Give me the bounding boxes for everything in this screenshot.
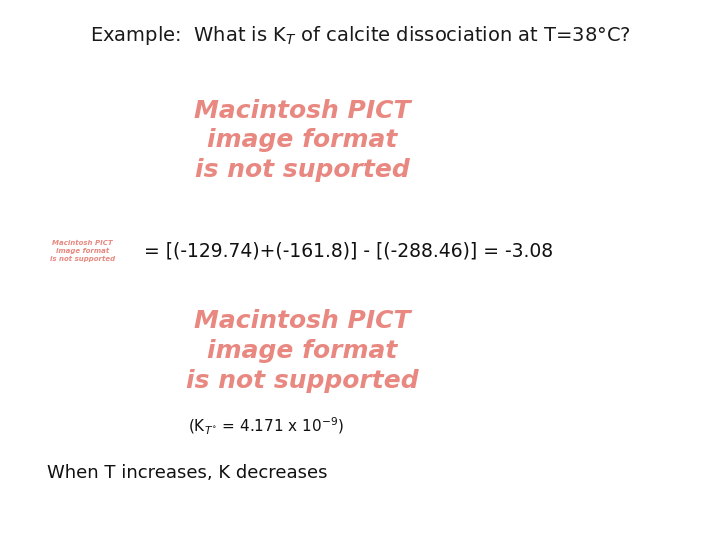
Text: Example:  What is K$_T$ of calcite dissociation at T=38°C?: Example: What is K$_T$ of calcite dissoc… [89, 24, 631, 48]
Text: When T increases, K decreases: When T increases, K decreases [47, 463, 328, 482]
Text: Macintosh PICT
image format
is not supported: Macintosh PICT image format is not suppo… [186, 309, 419, 393]
Text: = [(-129.74)+(-161.8)] - [(-288.46)] = -3.08: = [(-129.74)+(-161.8)] - [(-288.46)] = -… [144, 241, 553, 261]
Text: Macintosh PICT
image format
is not suported: Macintosh PICT image format is not supor… [194, 99, 410, 182]
Text: Macintosh PICT
image format
is not supported: Macintosh PICT image format is not suppo… [50, 240, 115, 262]
Text: (K$_{T^{\circ}}$ = 4.171 x 10$^{-9}$): (K$_{T^{\circ}}$ = 4.171 x 10$^{-9}$) [189, 416, 344, 437]
